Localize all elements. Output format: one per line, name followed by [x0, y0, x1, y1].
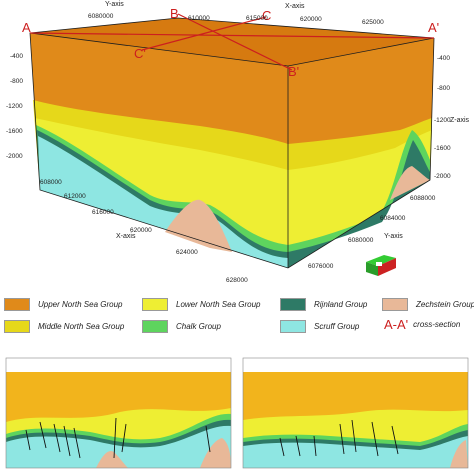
legend-item: Chalk Group	[142, 319, 221, 333]
legend-item: Middle North Sea Group	[4, 319, 124, 333]
bottom-x-tick: 624000	[176, 249, 198, 256]
fault-lines	[279, 419, 399, 457]
marker-a: A	[22, 20, 31, 35]
block-top-face	[30, 18, 434, 66]
legend-swatch	[142, 297, 168, 311]
legend-item: Rijnland Group	[280, 297, 367, 311]
legend-swatch	[4, 319, 30, 333]
block-model-3d: A A' B B' C C' Y-axis X-axis X-axis Y-ax…	[6, 1, 470, 284]
right-y-tick: 6084000	[380, 215, 406, 222]
cross-section-right	[242, 357, 469, 469]
bottom-x-tick: 620000	[130, 227, 152, 234]
layer-scruff	[38, 136, 288, 268]
right-y-tick: 6076000	[308, 263, 334, 270]
legend-label: Upper North Sea Group	[38, 299, 123, 309]
legend-label: Lower North Sea Group	[176, 299, 261, 309]
legend-label: cross-section	[413, 319, 461, 329]
marker-b: B	[170, 6, 179, 21]
legend-marker-text: A-A'	[384, 316, 409, 332]
legend-item: A-A' cross-section	[384, 316, 461, 332]
left-z-tick: -400	[10, 53, 23, 60]
x-axis-title-top: X-axis	[285, 3, 305, 10]
right-y-tick: 6080000	[348, 237, 374, 244]
fault-lines	[25, 417, 211, 459]
legend-swatch	[142, 319, 168, 333]
legend-label: Chalk Group	[176, 321, 221, 331]
right-lower-north-sea	[288, 130, 432, 268]
right-z-tick: -1200	[434, 117, 451, 124]
legend-label: Rijnland Group	[314, 299, 368, 309]
legend-swatch	[280, 297, 306, 311]
legend-swatch	[382, 297, 408, 311]
top-x-tick: 615000	[246, 15, 268, 22]
section-line-c-cprime	[141, 16, 267, 51]
legend-item: Scruff Group	[280, 319, 359, 333]
section-line-b-bprime	[177, 13, 293, 71]
bottom-x-tick: 612000	[64, 193, 86, 200]
right-z-tick: -800	[437, 85, 450, 92]
y-axis-title-right: Y-axis	[384, 233, 403, 240]
orientation-cube-icon[interactable]	[366, 255, 396, 276]
legend-item: Upper North Sea Group	[4, 297, 123, 311]
right-z-tick: -1600	[434, 145, 451, 152]
left-z-tick: -2000	[6, 153, 23, 160]
marker-b-prime: B'	[288, 64, 299, 79]
z-axis-title: Z-axis	[450, 117, 470, 124]
legend-label: Middle North Sea Group	[38, 321, 125, 331]
bottom-x-tick: 616000	[92, 209, 114, 216]
legend-swatch	[4, 297, 30, 311]
top-x-tick: 6080000	[88, 13, 114, 20]
section-line-a-aprime	[29, 32, 435, 39]
marker-c: C	[262, 8, 271, 23]
right-y-tick: 6088000	[410, 195, 436, 202]
marker-c-prime: C'	[134, 46, 146, 61]
legend-label: Scruff Group	[314, 321, 360, 331]
left-z-tick: -800	[10, 78, 23, 85]
layer-zechstein	[165, 199, 232, 252]
left-z-tick: -1200	[6, 103, 23, 110]
top-x-tick: 625000	[362, 19, 384, 26]
legend-swatch	[280, 319, 306, 333]
right-zechstein	[390, 166, 430, 200]
cross-section-panels	[5, 357, 469, 469]
bottom-x-tick: 608000	[40, 179, 62, 186]
bottom-x-tick: 628000	[226, 277, 248, 284]
top-x-tick: 610000	[188, 15, 210, 22]
marker-a-prime: A'	[428, 20, 439, 35]
top-x-tick: 620000	[300, 16, 322, 23]
right-rijnland	[288, 140, 430, 268]
legend-item: Zechstein Group	[382, 297, 474, 311]
legend-item: Lower North Sea Group	[142, 297, 261, 311]
x-axis-title-bottom: X-axis	[116, 233, 136, 240]
legend: Upper North Sea Group Lower North Sea Gr…	[0, 287, 474, 343]
legend-label: Zechstein Group	[416, 299, 474, 309]
cross-section-left	[5, 357, 232, 469]
y-axis-title-top: Y-axis	[105, 1, 124, 8]
right-z-tick: -400	[437, 55, 450, 62]
right-z-tick: -2000	[434, 173, 451, 180]
left-z-tick: -1600	[6, 128, 23, 135]
